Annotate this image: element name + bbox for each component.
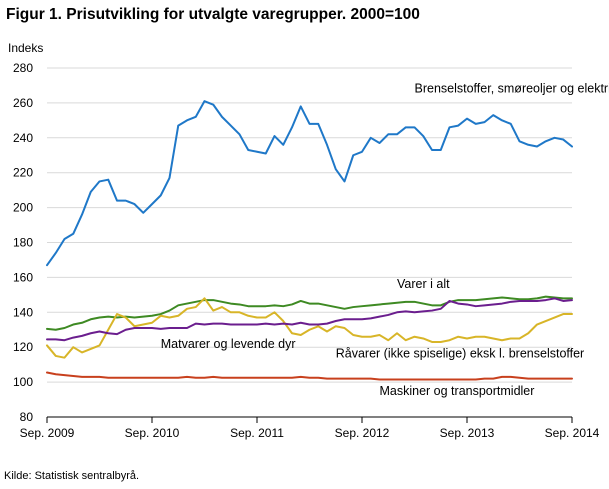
y-tick-label-100: 100	[13, 375, 33, 389]
x-tick-label-12: Sep. 2010	[125, 426, 180, 440]
series-label-2: Matvarer og levende dyr	[161, 337, 296, 351]
source-note: Kilde: Statistisk sentralbyrå.	[4, 470, 140, 482]
x-tick-label-48: Sep. 2013	[440, 426, 495, 440]
series-line-3	[46, 297, 573, 342]
y-tick-label-220: 220	[13, 166, 33, 180]
series-labels: Brenselstoffer, smøreoljer og elektrisk …	[161, 81, 609, 398]
series-line-4	[46, 371, 573, 381]
x-tick-label-24: Sep. 2011	[230, 426, 284, 440]
chart-title: Figur 1. Prisutvikling for utvalgte vare…	[6, 6, 420, 23]
y-tick-label-240: 240	[13, 131, 33, 145]
x-tick-label-0: Sep. 2009	[20, 426, 75, 440]
series-label-1: Varer i alt	[397, 277, 450, 291]
x-tick-label-36: Sep. 2012	[335, 426, 390, 440]
series-line-1	[46, 295, 573, 331]
y-tick-label-280: 280	[13, 61, 33, 75]
y-tick-label-140: 140	[13, 305, 33, 319]
y-tick-label-160: 160	[13, 270, 33, 284]
y-tick-label-200: 200	[13, 201, 33, 215]
series-label-4: Maskiner og transportmidler	[380, 384, 535, 398]
y-tick-label-80: 80	[20, 410, 34, 424]
axes: Indeks 80 100 120 140 160 180 200 220 240 260 280 Se…	[8, 41, 600, 440]
series-line-0	[46, 100, 573, 267]
y-tick-label-260: 260	[13, 96, 33, 110]
grid-lines	[47, 67, 572, 383]
series-label-3: Råvarer (ikke spiselige) eksk l. brensel…	[336, 347, 584, 361]
series-line-2	[46, 297, 573, 359]
series-label-0: Brenselstoffer, smøreoljer og elektrisk …	[415, 81, 609, 95]
x-tick-label-60: Sep. 2014	[545, 426, 600, 440]
series-lines	[46, 100, 573, 381]
y-tick-label-120: 120	[13, 340, 33, 354]
y-axis-title: Indeks	[8, 41, 43, 55]
y-tick-label-180: 180	[13, 236, 33, 250]
